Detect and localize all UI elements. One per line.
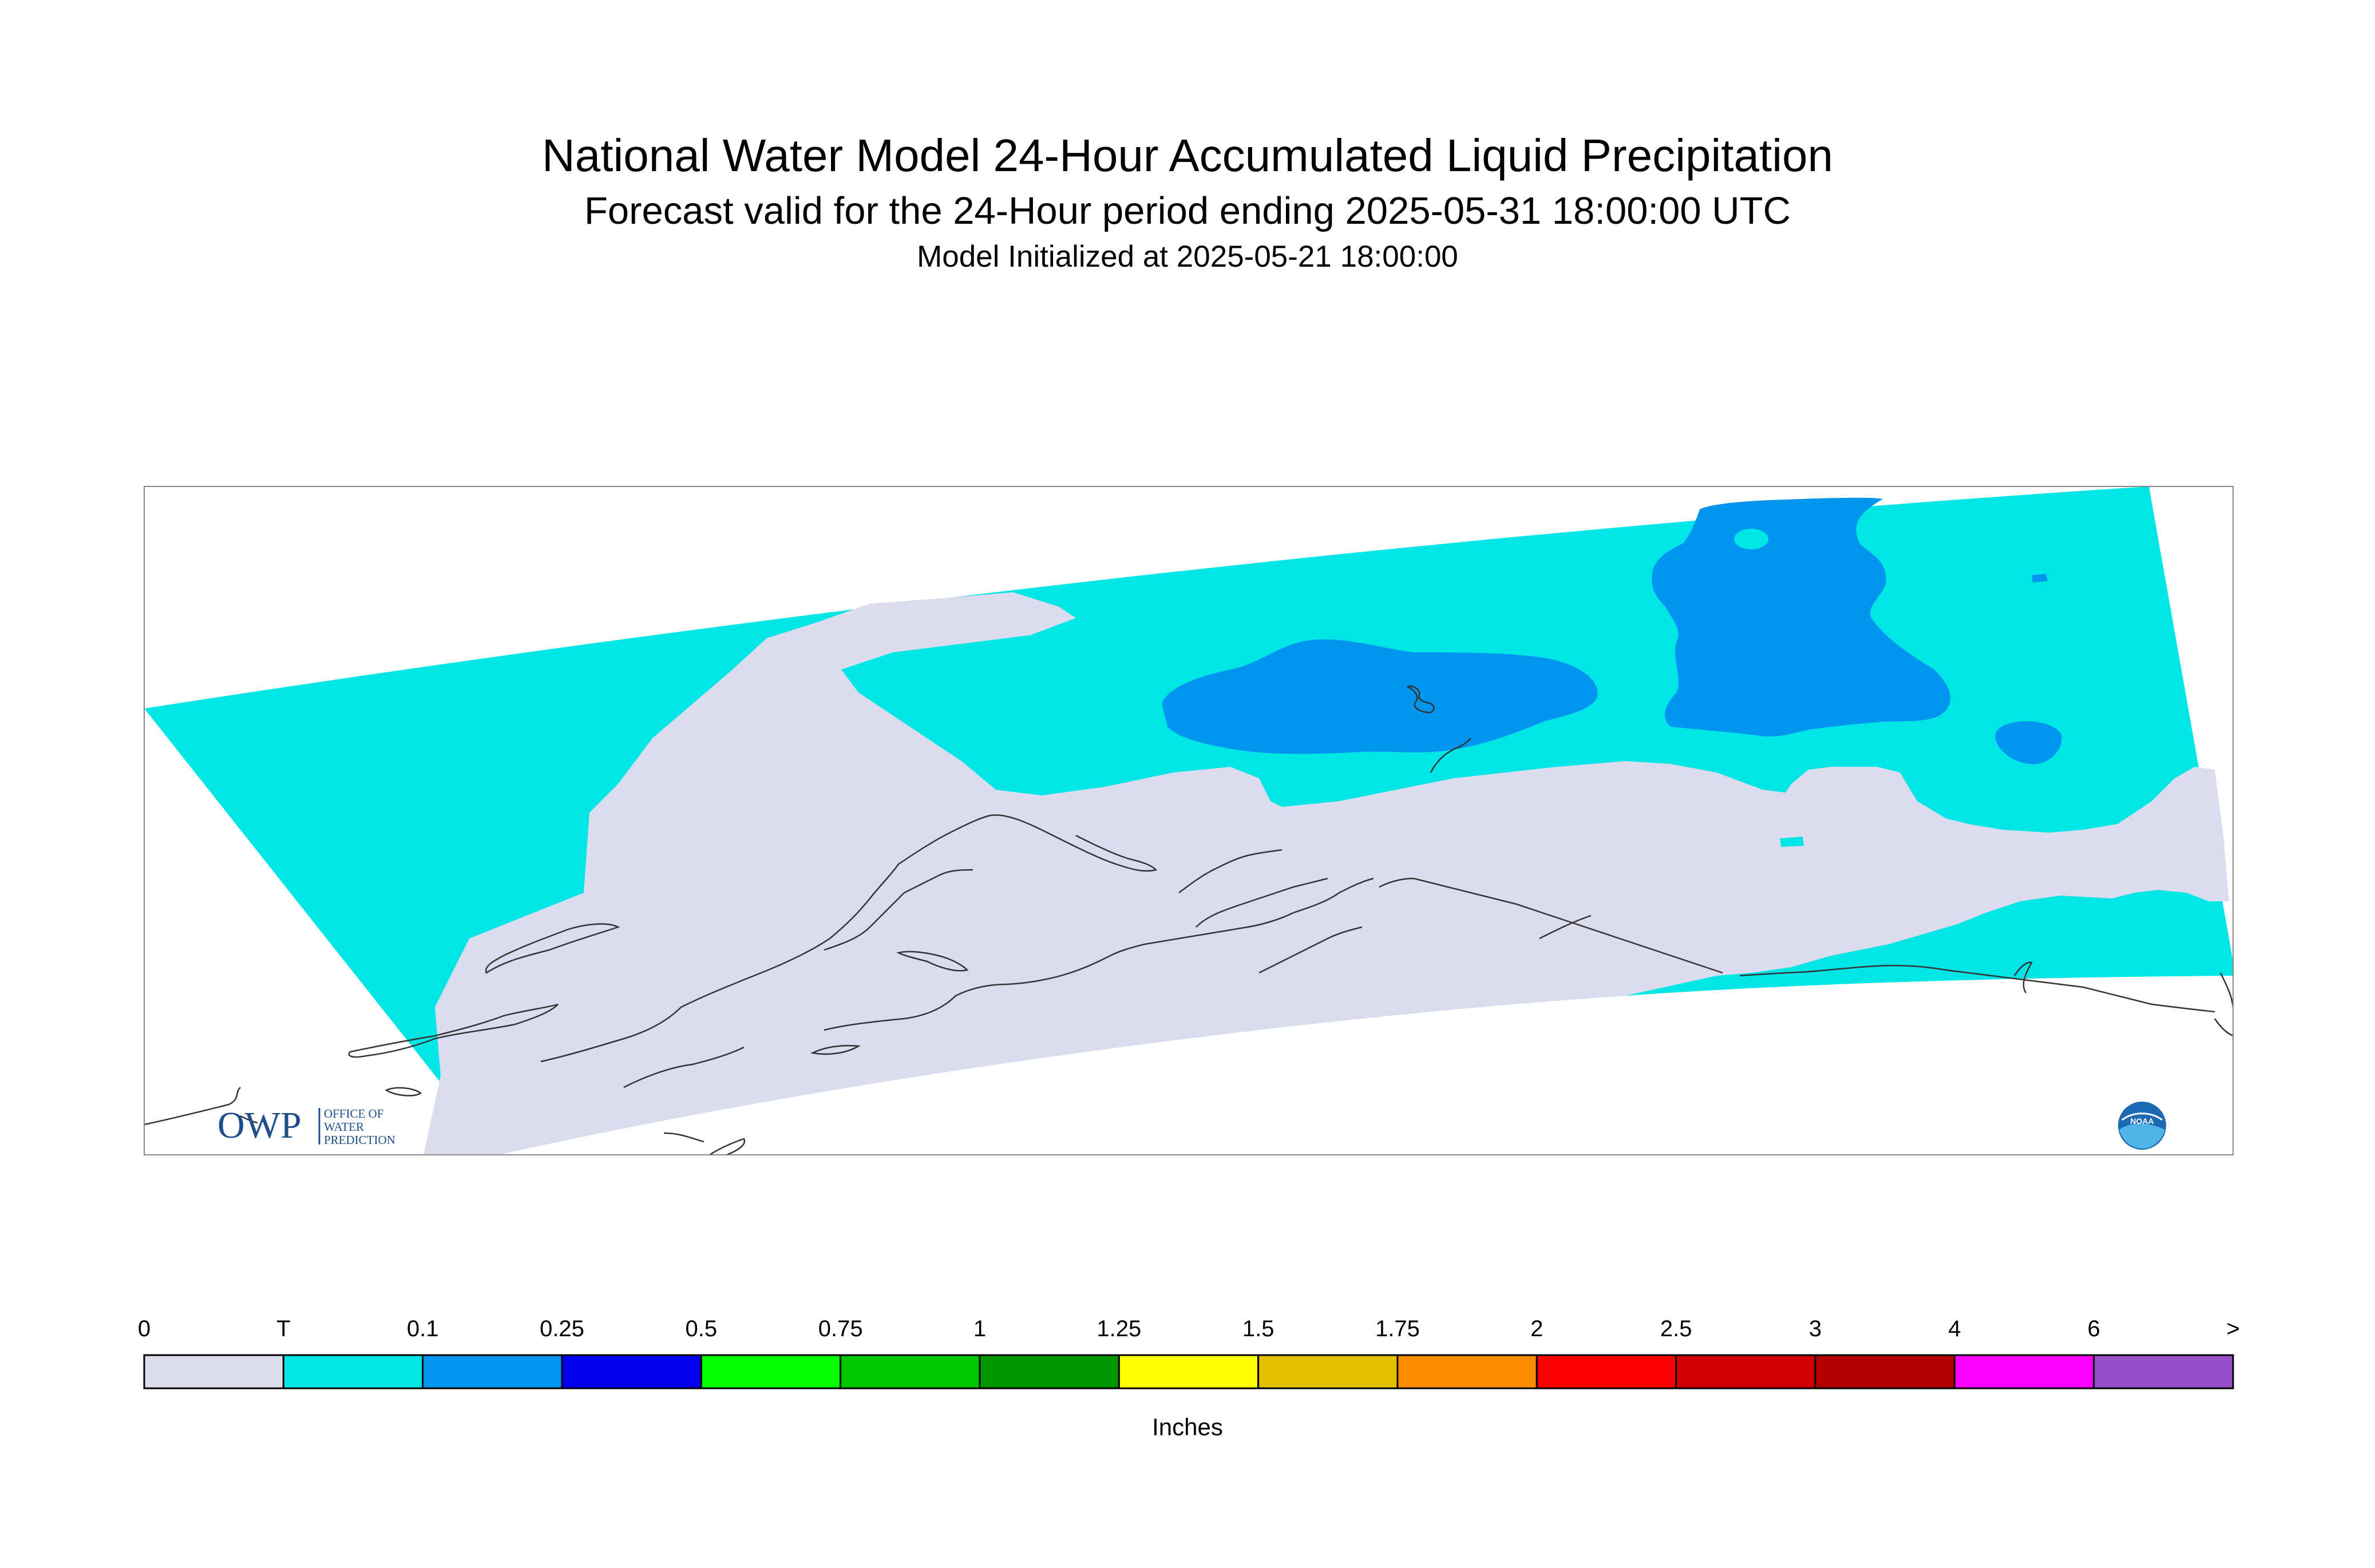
legend-tick-label: 4 — [1948, 1316, 1961, 1341]
legend-tick-label: 1.75 — [1375, 1316, 1420, 1341]
map-title: National Water Model 24-Hour Accumulated… — [542, 130, 1833, 181]
model-init-label: Model Initialized at 2025-05-21 18:00:00 — [917, 240, 1458, 274]
coastlines — [144, 685, 2234, 1156]
legend-tick-label: 1 — [973, 1316, 987, 1341]
legend-tick-label: 6 — [2087, 1316, 2100, 1341]
legend-tick-label: 2 — [1530, 1316, 1543, 1341]
legend-units: Inches — [1152, 1413, 1223, 1440]
owp-logo-line3: PREDICTION — [324, 1133, 395, 1147]
legend-tick-label: 0.5 — [685, 1316, 718, 1341]
legend-tick-label: 1.25 — [1097, 1316, 1142, 1341]
no-precip-region — [423, 592, 2229, 1155]
map-subtitle: Forecast valid for the 24-Hour period en… — [584, 189, 1791, 232]
legend-tick-label: 3 — [1808, 1316, 1822, 1341]
legend-tick-label: 0.25 — [540, 1316, 584, 1341]
legend-tick-label: 1.5 — [1242, 1316, 1274, 1341]
legend-tick-label: T — [276, 1316, 291, 1341]
owp-logo-letters: OWP — [217, 1104, 302, 1146]
legend-tick-label: 0 — [137, 1316, 151, 1341]
legend-tick-label: 0.75 — [818, 1316, 863, 1341]
light-precip-region — [1162, 639, 1598, 754]
legend-tick-label-end: > — [2226, 1316, 2240, 1341]
noaa-logo: NOAA — [2116, 1100, 2168, 1154]
owp-logo-line2: WATER — [324, 1120, 364, 1134]
legend-tick-label: 2.5 — [1660, 1316, 1692, 1341]
noaa-logo-text: NOAA — [2130, 1116, 2154, 1126]
owp-logo-line1: OFFICE OF — [324, 1107, 383, 1120]
owp-logo: OWP OFFICE OF WATER PREDICTION — [217, 1103, 435, 1152]
map-frame — [144, 486, 2234, 1155]
legend-tick-label: 0.1 — [406, 1316, 439, 1341]
light-precip-region-north — [1652, 497, 1951, 737]
